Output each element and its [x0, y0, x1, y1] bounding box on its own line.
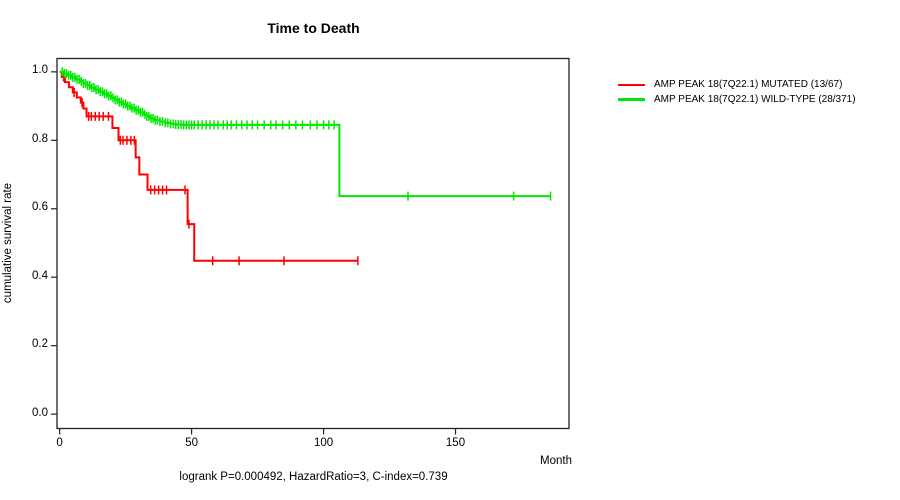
- wildtype-line-swatch: [618, 98, 645, 101]
- y-axis-label: cumulative survival rate: [2, 182, 14, 304]
- legend: AMP PEAK 18(7Q22.1) MUTATED (13/67) AMP …: [618, 79, 856, 105]
- x-tick-label: 50: [185, 437, 198, 449]
- mutated-line-swatch: [618, 83, 645, 86]
- x-tick-label: 100: [313, 437, 334, 449]
- stats-annotation: logrank P=0.000492, HazardRatio=3, C-ind…: [179, 471, 448, 483]
- legend-label-mutated: AMP PEAK 18(7Q22.1) MUTATED (13/67): [654, 79, 843, 91]
- x-tick-label: 0: [56, 437, 63, 449]
- legend-item-mutated: AMP PEAK 18(7Q22.1) MUTATED (13/67): [618, 79, 856, 91]
- wildtype-survival-curve: [59, 70, 551, 198]
- chart-title: Time to Death: [267, 20, 360, 36]
- x-tick-label: 150: [445, 437, 466, 449]
- mutated-survival-curve: [59, 70, 358, 262]
- y-tick-label: 0.8: [32, 132, 48, 145]
- y-tick-label: 0.4: [32, 269, 48, 282]
- x-axis-label: Month: [540, 455, 572, 467]
- plot-box: [56, 57, 570, 430]
- y-tick-label: 0.2: [32, 338, 48, 351]
- legend-item-wildtype: AMP PEAK 18(7Q22.1) WILD-TYPE (28/371): [618, 94, 856, 106]
- legend-label-wildtype: AMP PEAK 18(7Q22.1) WILD-TYPE (28/371): [654, 93, 856, 105]
- y-tick-label: 0.6: [32, 201, 48, 214]
- y-tick-label: 1.0: [32, 64, 48, 77]
- y-tick-label: 0.0: [32, 406, 48, 419]
